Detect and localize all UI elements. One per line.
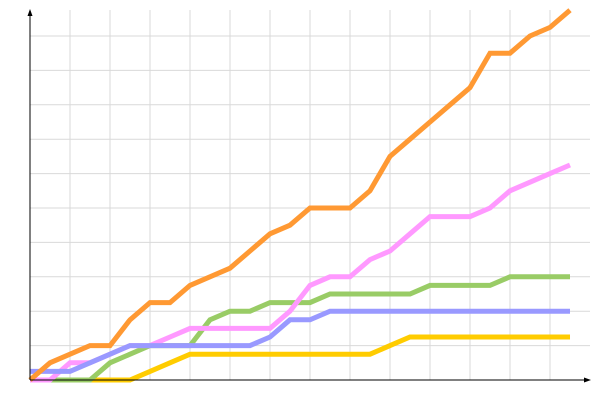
axes	[27, 9, 591, 383]
series-line-4	[28, 8, 572, 382]
series-line-1	[30, 274, 570, 383]
x-axis-arrow-icon	[584, 377, 591, 383]
y-axis-arrow-icon	[27, 9, 33, 16]
series-group	[28, 8, 572, 383]
series-line-3	[30, 308, 570, 374]
